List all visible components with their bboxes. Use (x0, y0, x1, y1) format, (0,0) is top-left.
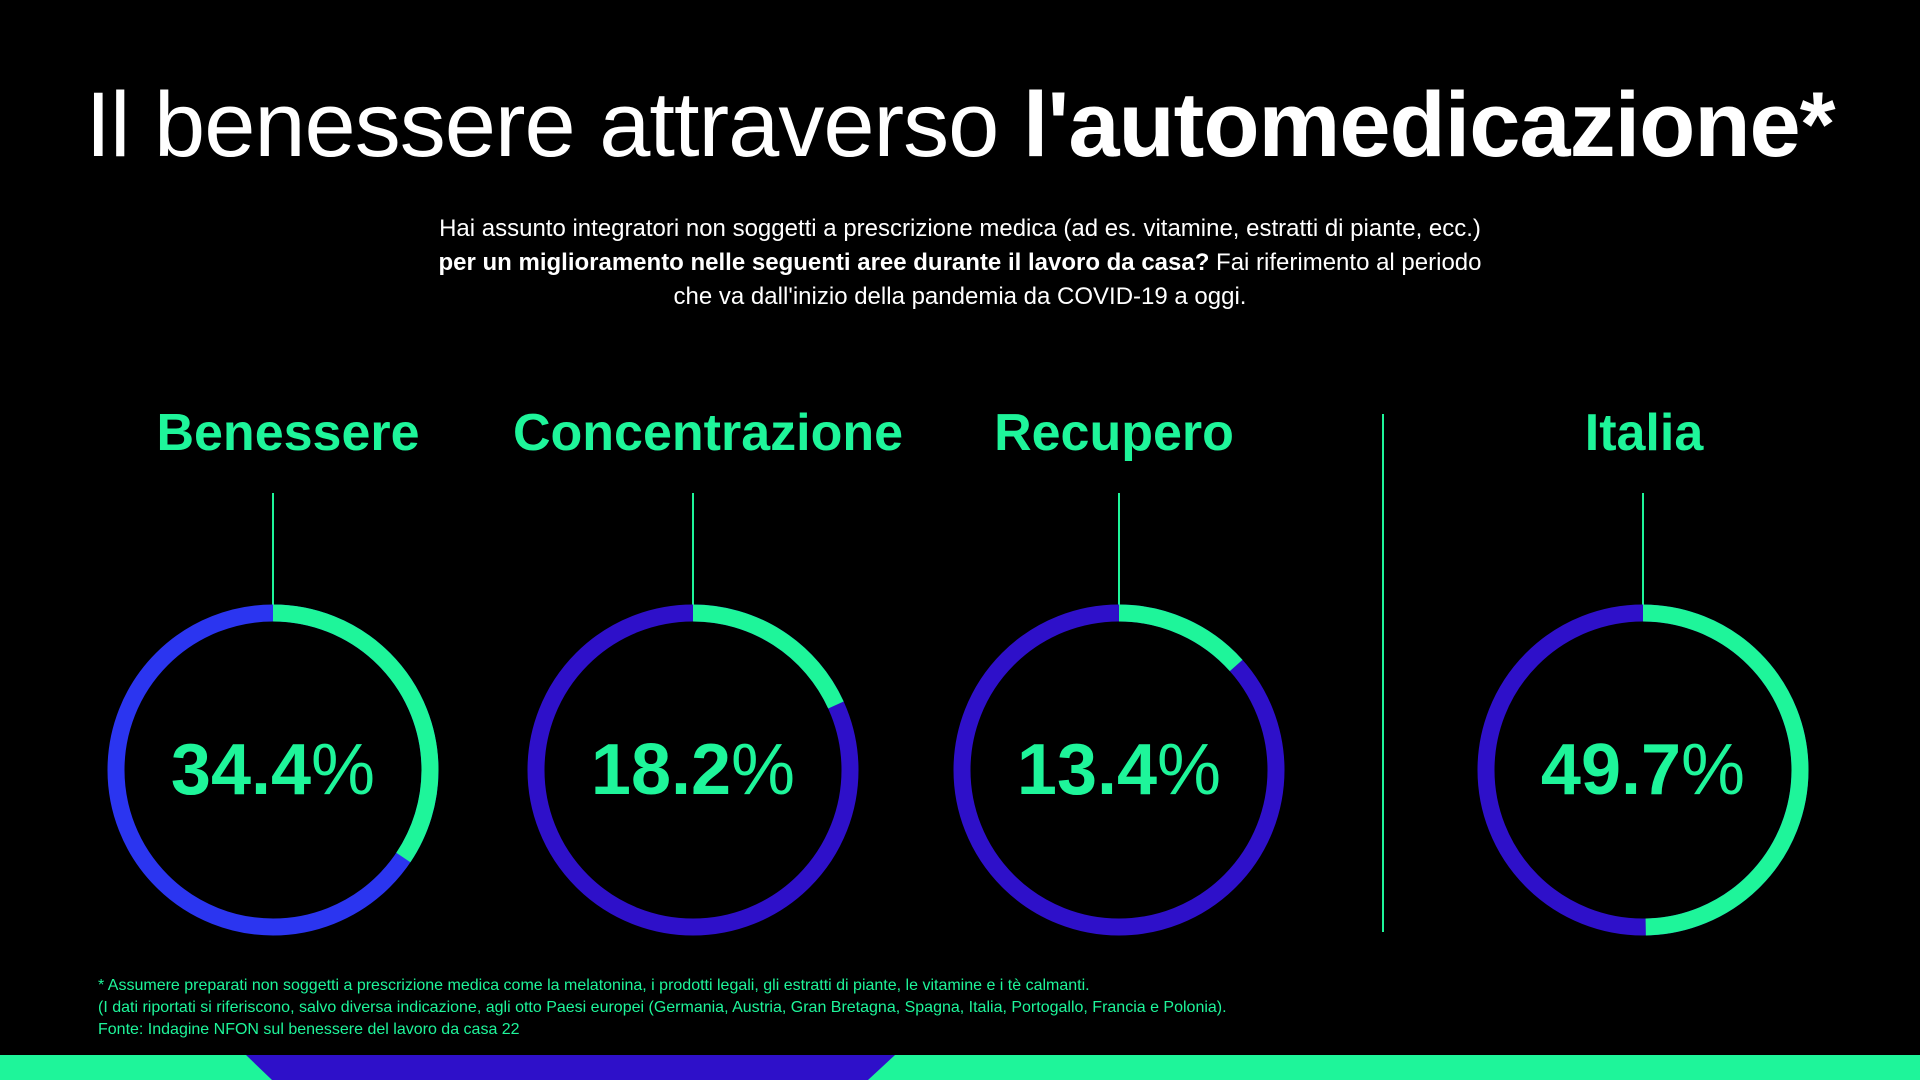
stem-line-concentrazione (692, 493, 694, 606)
question-line-1: Hai assunto integratori non soggetti a p… (439, 215, 1481, 242)
question-line-2-rest: Fai riferimento al periodo (1209, 249, 1482, 276)
value-label-benessere: 34.4 (170, 730, 312, 810)
donut-slice-concentrazione (527, 604, 859, 936)
donut-value-recupero: 13.4% (953, 604, 1285, 936)
footer-band-blue (246, 1055, 895, 1080)
footnotes: * Assumere preparati non soggetti a pres… (98, 975, 1598, 1041)
question-line-2: per un miglioramento nelle seguenti aree… (360, 246, 1560, 280)
value-label-concentrazione: 18.2 (590, 730, 732, 810)
donut-chart-benessere (107, 604, 439, 936)
stem-line-italia (1642, 493, 1644, 606)
title-light: Il benessere attraverso (85, 74, 1023, 176)
footnote-countries: (I dati riportati si riferiscono, salvo … (98, 999, 1227, 1016)
question-bold: per un miglioramento nelle seguenti aree… (438, 249, 1210, 276)
donut-chart-recupero (953, 604, 1285, 936)
percent-sign-italia: % (1681, 730, 1746, 810)
stem-line-benessere (272, 493, 274, 606)
question-text: Hai assunto integratori non soggetti a p… (360, 212, 1560, 314)
percent-sign-benessere: % (311, 730, 376, 810)
donut-recupero: 13.4% (953, 604, 1285, 936)
percent-sign-recupero: % (1157, 730, 1222, 810)
donut-value-concentrazione: 18.2% (527, 604, 859, 936)
section-divider (1382, 414, 1384, 932)
donut-value-benessere: 34.4% (107, 604, 439, 936)
value-label-italia: 49.7 (1540, 730, 1682, 810)
footnote-definition: * Assumere preparati non soggetti a pres… (98, 977, 1090, 994)
donut-slice-italia (1477, 604, 1809, 936)
donut-chart-italia (1477, 604, 1809, 936)
page-title: Il benessere attraverso l'automedicazion… (0, 70, 1920, 180)
category-title-recupero: Recupero (994, 404, 1234, 462)
footer-band (0, 1055, 1920, 1080)
category-title-italia: Italia (1584, 404, 1704, 462)
donut-slice-benessere (107, 604, 439, 936)
donut-italia: 49.7% (1477, 604, 1809, 936)
percent-sign-concentrazione: % (731, 730, 796, 810)
donut-concentrazione: 18.2% (527, 604, 859, 936)
donut-value-italia: 49.7% (1477, 604, 1809, 936)
category-title-concentrazione: Concentrazione (512, 404, 904, 462)
category-title-benessere: Benessere (156, 404, 420, 462)
donut-benessere: 34.4% (107, 604, 439, 936)
value-label-recupero: 13.4 (1016, 730, 1158, 810)
question-line-3: che va dall'inizio della pandemia da COV… (673, 283, 1247, 310)
title-bold: l'automedicazione* (1022, 74, 1836, 176)
footnote-source: Fonte: Indagine NFON sul benessere del l… (98, 1021, 520, 1038)
donut-chart-concentrazione (527, 604, 859, 936)
stem-line-recupero (1118, 493, 1120, 606)
donut-slice-recupero (953, 604, 1285, 936)
